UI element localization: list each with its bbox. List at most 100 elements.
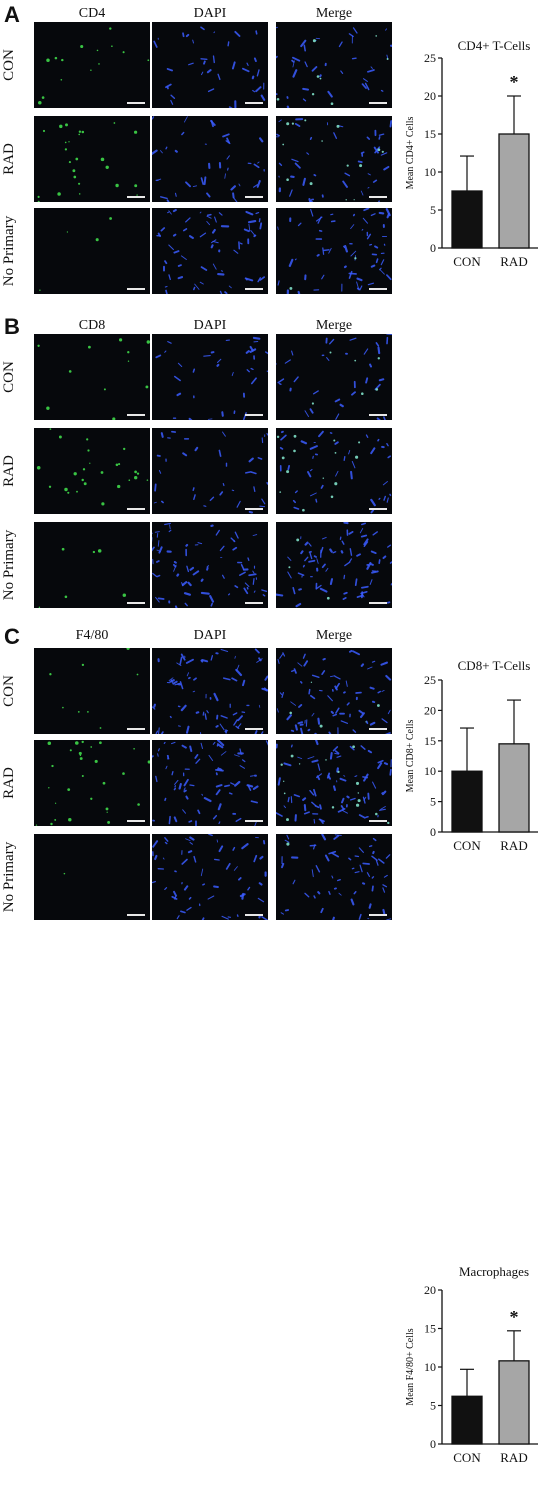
row-label: No Primary	[0, 522, 18, 608]
scale-bar	[127, 914, 145, 916]
row-label: No Primary	[0, 834, 18, 920]
micrograph-dapi	[152, 740, 268, 826]
scale-bar	[245, 288, 263, 290]
scale-bar	[369, 288, 387, 290]
y-tick-label: 15	[424, 127, 436, 141]
scale-bar	[369, 602, 387, 604]
scale-bar	[127, 288, 145, 290]
chart-title: CD4+ T-Cells	[458, 38, 531, 53]
micrograph-dapi	[152, 834, 268, 920]
micrograph-merge	[276, 428, 392, 514]
y-tick-label: 10	[424, 165, 436, 179]
bar-rad	[499, 1361, 529, 1444]
micrograph-merge	[276, 22, 392, 108]
scale-bar	[245, 102, 263, 104]
micrograph-dapi	[152, 208, 268, 294]
y-tick-label: 5	[430, 203, 436, 217]
x-tick-label: RAD	[500, 1450, 527, 1465]
y-tick-label: 15	[424, 1322, 436, 1336]
column-header: Merge	[276, 6, 392, 22]
y-tick-label: 5	[430, 1399, 436, 1413]
bar-con	[452, 191, 482, 248]
y-axis-label: Mean F4/80+ Cells	[405, 1328, 416, 1405]
row-label: No Primary	[0, 208, 18, 294]
row-label: RAD	[0, 428, 18, 514]
scale-bar	[369, 820, 387, 822]
row-label: RAD	[0, 740, 18, 826]
row-label: CON	[0, 22, 18, 108]
column-header: F4/80	[34, 628, 150, 644]
y-tick-label: 0	[430, 241, 436, 255]
micrograph-cd4	[34, 22, 150, 108]
micrograph-merge	[276, 334, 392, 420]
column-header: Merge	[276, 628, 392, 644]
bar-rad	[499, 134, 529, 248]
micrograph-merge	[276, 834, 392, 920]
micrograph-dapi	[152, 334, 268, 420]
significance-marker: *	[510, 72, 519, 92]
scale-bar	[369, 508, 387, 510]
scale-bar	[369, 196, 387, 198]
micrograph-cd8	[34, 334, 150, 420]
scale-bar	[127, 602, 145, 604]
x-tick-label: RAD	[500, 254, 527, 269]
micrograph-merge	[276, 116, 392, 202]
y-axis-label: Mean CD4+ Cells	[405, 116, 416, 189]
scale-bar	[369, 728, 387, 730]
scale-bar	[245, 196, 263, 198]
column-header: Merge	[276, 318, 392, 334]
row-label: CON	[0, 648, 18, 734]
scale-bar	[245, 602, 263, 604]
scale-bar	[127, 508, 145, 510]
y-tick-label: 20	[424, 1283, 436, 1297]
x-tick-label: CON	[453, 1450, 481, 1465]
micrograph-f4-80	[34, 834, 150, 920]
scale-bar	[127, 728, 145, 730]
micrograph-cd8	[34, 428, 150, 514]
column-header: DAPI	[152, 318, 268, 334]
micrograph-dapi	[152, 116, 268, 202]
scale-bar	[127, 820, 145, 822]
y-tick-label: 0	[430, 1437, 436, 1451]
micrograph-f4-80	[34, 740, 150, 826]
y-tick-label: 25	[424, 51, 436, 65]
panel-label: C	[4, 626, 20, 648]
micrograph-merge	[276, 208, 392, 294]
micrograph-cd8	[34, 522, 150, 608]
scale-bar	[369, 914, 387, 916]
scale-bar	[245, 414, 263, 416]
row-label: RAD	[0, 116, 18, 202]
scale-bar	[245, 508, 263, 510]
column-header: CD4	[34, 6, 150, 22]
column-header: CD8	[34, 318, 150, 334]
micrograph-merge	[276, 522, 392, 608]
scale-bar	[369, 102, 387, 104]
column-header: DAPI	[152, 6, 268, 22]
scale-bar	[127, 196, 145, 198]
micrograph-merge	[276, 648, 392, 734]
micrograph-f4-80	[34, 648, 150, 734]
micrograph-dapi	[152, 648, 268, 734]
scale-bar	[127, 414, 145, 416]
scale-bar	[245, 914, 263, 916]
scale-bar	[245, 728, 263, 730]
bar-chart: Macrophages Mean F4/80+ Cells 0 5 10 15 20 CON R…	[400, 1262, 540, 1489]
row-label: CON	[0, 334, 18, 420]
micrograph-cd4	[34, 208, 150, 294]
y-tick-label: 20	[424, 89, 436, 103]
scale-bar	[127, 102, 145, 104]
scale-bar	[369, 414, 387, 416]
chart-title: Macrophages	[459, 1264, 529, 1279]
column-header: DAPI	[152, 628, 268, 644]
bar-con	[452, 1396, 482, 1444]
significance-marker: *	[510, 1307, 519, 1327]
micrograph-cd4	[34, 116, 150, 202]
micrograph-dapi	[152, 22, 268, 108]
y-tick-label: 10	[424, 1360, 436, 1374]
micrograph-merge	[276, 740, 392, 826]
micrograph-dapi	[152, 428, 268, 514]
